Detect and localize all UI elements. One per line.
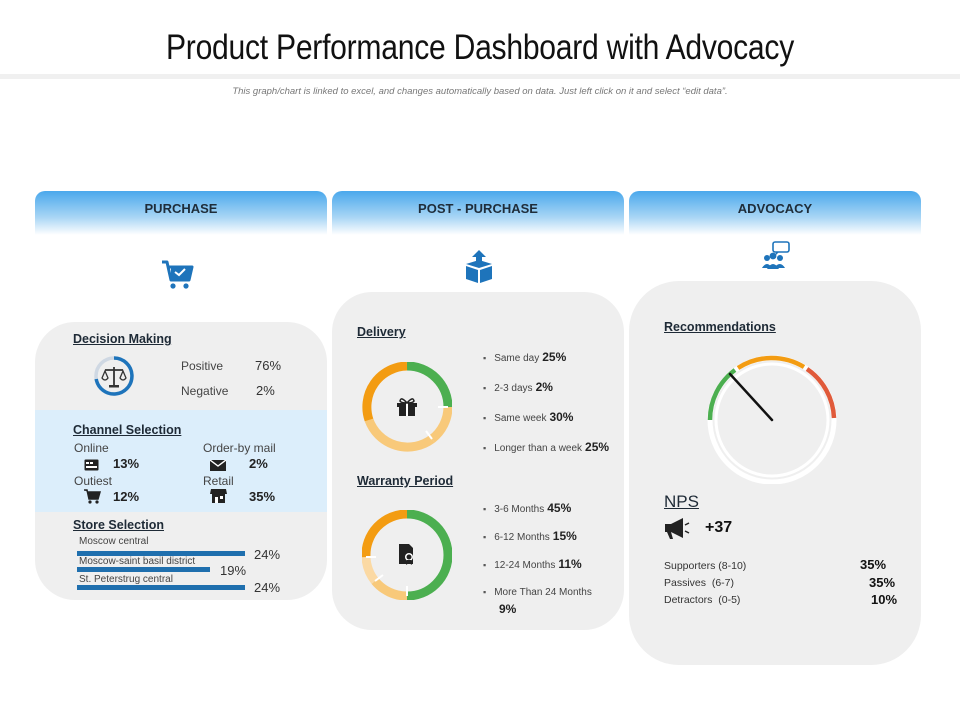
cart-icon	[84, 489, 101, 509]
channel-retail-label: Retail	[203, 474, 234, 488]
channel-online-value: 13%	[113, 456, 140, 471]
nps-passives-value: 35%	[869, 575, 896, 590]
tab-post-purchase[interactable]: POST - PURCHASE	[332, 191, 624, 235]
post-purchase-panel	[332, 292, 624, 630]
channel-online-label: Online	[74, 441, 109, 455]
channel-selection-band	[35, 410, 327, 512]
warranty-heading: Warranty Period	[357, 474, 454, 488]
store-moscow-central-value: 24%	[254, 547, 281, 562]
nps-passives-label: Passives (6-7)	[664, 577, 735, 589]
decision-negative-label: Negative	[181, 384, 229, 398]
channel-mail-label: Order-by mail	[203, 441, 276, 455]
certificate-icon	[399, 544, 413, 565]
channel-selection-heading: Channel Selection	[73, 423, 182, 437]
decision-negative-value: 2%	[256, 383, 275, 398]
store-moscow-central-label: Moscow central	[79, 536, 149, 547]
page-subtitle: This graph/chart is linked to excel, and…	[232, 86, 728, 97]
tab-purchase[interactable]: PURCHASE	[35, 191, 327, 235]
title-divider	[0, 74, 960, 79]
nps-detractors-value: 10%	[871, 592, 898, 607]
decision-positive-label: Positive	[181, 359, 224, 373]
store-moscow-central-bar	[77, 551, 245, 556]
shopping-cart-icon	[162, 260, 194, 289]
warranty-donut-chart	[362, 510, 452, 600]
nps-supporters-label: Supporters (8-10)	[664, 560, 747, 572]
open-box-icon	[466, 250, 492, 283]
nps-score: +37	[705, 519, 733, 536]
envelope-icon	[209, 458, 227, 476]
balance-scale-icon	[94, 356, 134, 396]
channel-retail-value: 35%	[249, 489, 276, 504]
recommendations-heading: Recommendations	[664, 320, 776, 334]
gauge-needle	[728, 372, 774, 422]
gift-icon	[397, 398, 417, 416]
store-st-petersburg-value: 24%	[254, 580, 281, 595]
keyboard-icon	[84, 458, 99, 474]
channel-outiest-value: 12%	[113, 489, 140, 504]
team-chat-icon	[762, 241, 790, 269]
nps-heading: NPS	[664, 492, 699, 511]
nps-supporters-value: 35%	[860, 557, 887, 572]
store-selection-heading: Store Selection	[73, 518, 164, 532]
advocacy-panel	[629, 281, 921, 665]
decision-making-heading: Decision Making	[73, 332, 172, 346]
tab-advocacy[interactable]: ADVOCACY	[629, 191, 921, 235]
channel-mail-value: 2%	[249, 456, 268, 471]
delivery-donut-chart	[362, 362, 452, 452]
store-st-petersburg-bar	[77, 585, 245, 590]
storefront-icon	[210, 488, 227, 508]
store-moscow-basil-value: 19%	[220, 563, 247, 578]
megaphone-icon	[665, 518, 690, 539]
recommendations-gauge	[707, 355, 837, 484]
channel-outiest-label: Outiest	[74, 474, 113, 488]
store-moscow-basil-bar	[77, 567, 210, 572]
nps-detractors-label: Detractors (0-5)	[664, 594, 741, 606]
page-title: Product Performance Dashboard with Advoc…	[165, 28, 795, 67]
decision-positive-value: 76%	[255, 358, 282, 373]
store-st-petersburg-label: St. Peterstrug central	[79, 574, 173, 585]
store-moscow-basil-label: Moscow-saint basil district	[79, 556, 196, 567]
delivery-heading: Delivery	[357, 325, 406, 339]
